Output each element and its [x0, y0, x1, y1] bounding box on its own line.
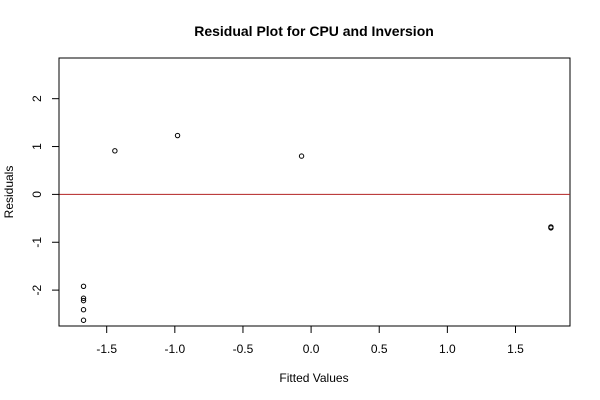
y-axis: -2 -1 0 1 2: [30, 95, 60, 295]
data-point: [80, 297, 87, 304]
data-point: [80, 283, 87, 289]
y-tick-label: 1: [30, 143, 44, 150]
chart-title: Residual Plot for CPU and Inversion: [194, 23, 434, 39]
x-tick-label: -0.5: [233, 342, 254, 356]
x-tick-label: 1.0: [439, 342, 456, 356]
x-tick-label: 1.5: [507, 342, 524, 356]
x-axis-label: Fitted Values: [279, 371, 348, 385]
x-tick-label: 0.5: [371, 342, 388, 356]
data-point: [548, 225, 554, 231]
x-axis: -1.5 -1.0 -0.5 0.0 0.5 1.0 1.5: [96, 325, 524, 356]
y-tick-label: 0: [30, 191, 44, 198]
data-point: [112, 148, 118, 154]
x-tick-label: -1.0: [164, 342, 185, 356]
data-points: [80, 132, 554, 323]
x-tick-label: 0.0: [303, 342, 320, 356]
data-point: [80, 295, 87, 301]
y-tick-label: -1: [30, 237, 44, 248]
y-tick-label: 2: [30, 95, 44, 102]
data-point: [80, 307, 87, 313]
data-point: [174, 132, 181, 139]
y-tick-label: -2: [30, 284, 44, 295]
data-point: [80, 317, 87, 323]
y-axis-label: Residuals: [2, 166, 16, 219]
plot-frame: [58, 57, 571, 327]
data-point: [298, 153, 305, 159]
x-tick-label: -1.5: [96, 342, 117, 356]
